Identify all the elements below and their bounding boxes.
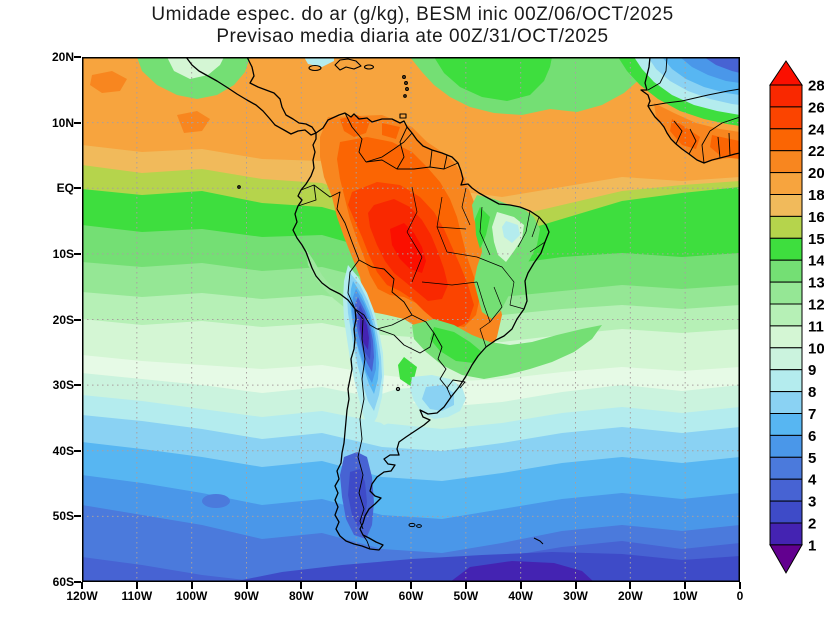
colorbar-legend: 28 26 24 22 20 18 16 15 14 13 12 11 10 9 8 7 6 5 4 3 2 1 [764, 55, 824, 583]
colorbar-segment [770, 501, 802, 523]
colorbar-label: 28 [808, 78, 824, 95]
colorbar-segment [770, 326, 802, 348]
y-axis-label: EQ [34, 181, 74, 195]
colorbar-segment [770, 151, 802, 173]
colorbar-segment [770, 304, 802, 326]
colorbar-label: 3 [808, 494, 816, 511]
page-title: Umidade espec. do ar (g/kg), BESM inic 0… [0, 4, 825, 26]
x-axis-tick [246, 582, 248, 589]
colorbar-segment [770, 260, 802, 282]
x-axis-tick [355, 582, 357, 589]
colorbar-label: 12 [808, 297, 824, 314]
x-axis-label: 20W [608, 589, 652, 603]
colorbar-label: 26 [808, 99, 824, 116]
map-plot-area [82, 57, 740, 582]
colorbar-under-triangle [770, 545, 802, 573]
x-axis-tick [191, 582, 193, 589]
colorbar-label: 2 [808, 516, 816, 533]
y-axis-label: 20S [34, 313, 74, 327]
colorbar-label: 14 [808, 253, 824, 270]
colorbar-segment [770, 414, 802, 436]
colorbar-label: 16 [808, 209, 824, 226]
x-axis-tick [575, 582, 577, 589]
colorbar-label: 18 [808, 187, 824, 204]
y-axis-label: 40S [34, 444, 74, 458]
colorbar-label: 15 [808, 231, 824, 248]
colorbar-segment [770, 107, 802, 129]
x-axis-label: 50W [444, 589, 488, 603]
x-axis-label: 0 [718, 589, 762, 603]
y-axis-label: 10S [34, 247, 74, 261]
colorbar-segment [770, 85, 802, 107]
colorbar-label: 10 [808, 340, 824, 357]
x-axis-label: 40W [499, 589, 543, 603]
x-axis-tick [136, 582, 138, 589]
x-axis-label: 90W [225, 589, 269, 603]
colorbar-label: 4 [808, 472, 817, 489]
colorbar-label: 8 [808, 384, 816, 401]
y-axis-label: 50S [34, 509, 74, 523]
colorbar-segment [770, 195, 802, 217]
colorbar-segment [770, 479, 802, 501]
sw-pacific-blue-blob [202, 494, 230, 508]
colorbar-label: 5 [808, 450, 816, 467]
x-axis-label: 100W [170, 589, 214, 603]
colorbar-segment [770, 348, 802, 370]
colorbar-label: 11 [808, 318, 824, 335]
x-axis-label: 10W [663, 589, 707, 603]
y-axis-label: 10N [34, 116, 74, 130]
colorbar-label: 22 [808, 143, 824, 160]
colorbar-label: 20 [808, 165, 824, 182]
colorbar-label: 6 [808, 428, 816, 445]
colorbar-segment [770, 392, 802, 414]
y-axis-tick [74, 122, 81, 124]
x-axis-label: 110W [115, 589, 159, 603]
colorbar-segment [770, 129, 802, 151]
colorbar-segment [770, 173, 802, 195]
x-axis-tick [81, 582, 83, 589]
y-axis-tick [74, 56, 81, 58]
x-axis-label: 30W [554, 589, 598, 603]
y-axis-label: 20N [34, 50, 74, 64]
y-axis-label: 30S [34, 378, 74, 392]
y-axis-tick [74, 187, 81, 189]
colorbar-segment [770, 282, 802, 304]
y-axis-tick [74, 319, 81, 321]
x-axis-tick [300, 582, 302, 589]
colorbar-label: 1 [808, 537, 816, 554]
y-axis-tick [74, 450, 81, 452]
colorbar-segment [770, 216, 802, 238]
colorbar-segment [770, 435, 802, 457]
y-axis-tick [74, 581, 81, 583]
colorbar-over-triangle [770, 61, 802, 85]
x-axis-tick [684, 582, 686, 589]
colorbar-segment [770, 238, 802, 260]
x-axis-tick [739, 582, 741, 589]
y-axis-label: 60S [34, 575, 74, 589]
page-subtitle: Previsao media diaria ate 00Z/31/OCT/202… [0, 26, 825, 48]
y-axis-tick [74, 515, 81, 517]
colorbar-segment [770, 370, 802, 392]
x-axis-tick [520, 582, 522, 589]
x-axis-label: 120W [60, 589, 104, 603]
contour-map [82, 57, 740, 582]
x-axis-label: 60W [389, 589, 433, 603]
colorbar-segment [770, 457, 802, 479]
colorbar-label: 24 [808, 121, 824, 138]
colorbar-label: 9 [808, 362, 816, 379]
y-axis-tick [74, 253, 81, 255]
x-axis-label: 70W [334, 589, 378, 603]
x-axis-tick [629, 582, 631, 589]
x-axis-label: 80W [279, 589, 323, 603]
x-axis-tick [410, 582, 412, 589]
y-axis-tick [74, 384, 81, 386]
colorbar-segment [770, 523, 802, 545]
besm-humidity-map-page: Umidade espec. do ar (g/kg), BESM inic 0… [0, 0, 825, 637]
colorbar-label: 7 [808, 406, 816, 423]
x-axis-tick [465, 582, 467, 589]
colorbar-label: 13 [808, 275, 824, 292]
